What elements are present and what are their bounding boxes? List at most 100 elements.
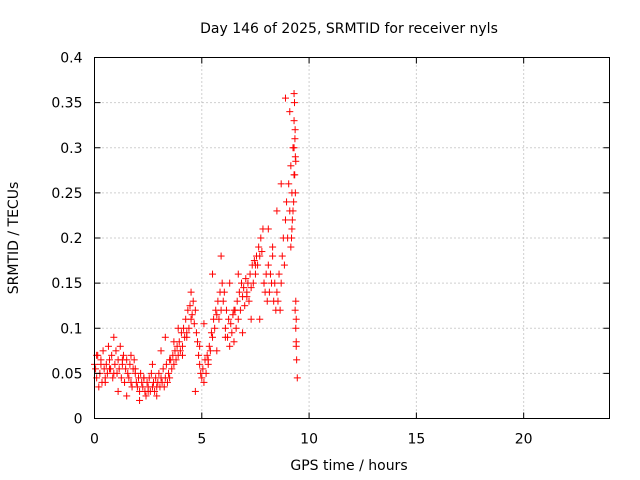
data-point — [283, 198, 291, 206]
data-point — [241, 302, 249, 310]
data-point — [110, 333, 118, 341]
data-point — [235, 288, 243, 296]
y-tick-label: 0.25 — [51, 186, 82, 202]
data-point — [117, 374, 125, 382]
data-point — [206, 347, 214, 355]
data-point — [277, 180, 285, 188]
data-point — [213, 311, 221, 319]
data-point — [277, 279, 285, 287]
data-point — [101, 378, 109, 386]
data-point — [243, 293, 251, 301]
data-point — [269, 243, 277, 251]
data-point — [205, 342, 213, 350]
data-point — [249, 279, 257, 287]
data-point — [281, 216, 289, 224]
data-point — [290, 117, 298, 125]
data-point — [123, 392, 131, 400]
data-point — [112, 347, 120, 355]
data-point — [225, 315, 233, 323]
y-tick-label: 0.2 — [60, 231, 82, 247]
data-point — [258, 248, 266, 256]
data-point — [219, 297, 227, 305]
data-point — [276, 306, 284, 314]
data-point — [226, 279, 234, 287]
grid-lines — [94, 57, 610, 419]
data-point — [161, 333, 169, 341]
data-point — [153, 392, 161, 400]
data-point — [142, 392, 150, 400]
data-point — [292, 297, 300, 305]
data-points — [91, 90, 301, 404]
data-point — [256, 315, 264, 323]
data-point — [199, 365, 207, 373]
x-axis-label: GPS time / hours — [290, 458, 407, 474]
data-point — [245, 297, 253, 305]
data-point — [191, 387, 199, 395]
data-point — [293, 374, 301, 382]
data-point — [273, 207, 281, 215]
data-point — [264, 261, 272, 269]
data-point — [247, 284, 255, 292]
data-point — [127, 351, 135, 359]
data-point — [220, 288, 228, 296]
data-point — [213, 347, 221, 355]
y-tick-label: 0.15 — [51, 276, 82, 292]
data-point — [127, 378, 135, 386]
y-tick-label: 0.05 — [51, 366, 82, 382]
data-point — [165, 369, 173, 377]
y-axis-label: SRMTID / TECUs — [6, 182, 22, 295]
data-point — [287, 234, 295, 242]
data-point — [157, 347, 165, 355]
data-point — [292, 315, 300, 323]
data-point — [190, 320, 198, 328]
data-point — [191, 306, 199, 314]
data-point — [265, 288, 273, 296]
data-point — [230, 338, 238, 346]
data-point — [288, 216, 296, 224]
data-point — [240, 284, 248, 292]
data-point — [280, 261, 288, 269]
data-point — [278, 252, 286, 260]
data-point — [211, 324, 219, 332]
data-point — [227, 320, 235, 328]
data-point — [155, 369, 163, 377]
y-tick-label: 0 — [74, 412, 83, 428]
data-point — [287, 162, 295, 170]
data-point — [266, 270, 274, 278]
data-point — [143, 378, 151, 386]
data-point — [192, 329, 200, 337]
data-point — [106, 365, 114, 373]
data-point — [233, 297, 241, 305]
data-point — [187, 288, 195, 296]
data-point — [186, 302, 194, 310]
data-point — [110, 369, 118, 377]
data-point — [187, 315, 195, 323]
data-point — [222, 306, 230, 314]
data-point — [188, 311, 196, 319]
data-point — [271, 279, 279, 287]
data-point — [247, 315, 255, 323]
data-point — [273, 288, 281, 296]
data-point — [228, 329, 236, 337]
data-point — [178, 351, 186, 359]
data-point — [151, 387, 159, 395]
data-point — [236, 306, 244, 314]
axis-ticks: 0 5 10 15 20 0 0.05 0.1 0.15 0.2 0.25 0.3 0.35 0.4 — [51, 51, 610, 448]
data-point — [148, 360, 156, 368]
data-point — [217, 252, 225, 260]
data-point — [106, 356, 114, 364]
data-point — [118, 356, 126, 364]
x-tick-label: 20 — [515, 432, 533, 448]
y-tick-label: 0.3 — [60, 141, 82, 157]
data-point — [291, 306, 299, 314]
data-point — [221, 333, 229, 341]
data-point — [104, 342, 112, 350]
data-point — [114, 387, 122, 395]
x-tick-label: 15 — [407, 432, 425, 448]
data-point — [234, 270, 242, 278]
data-point — [292, 157, 300, 165]
data-point — [166, 374, 174, 382]
data-point — [125, 374, 133, 382]
data-point — [160, 383, 168, 391]
